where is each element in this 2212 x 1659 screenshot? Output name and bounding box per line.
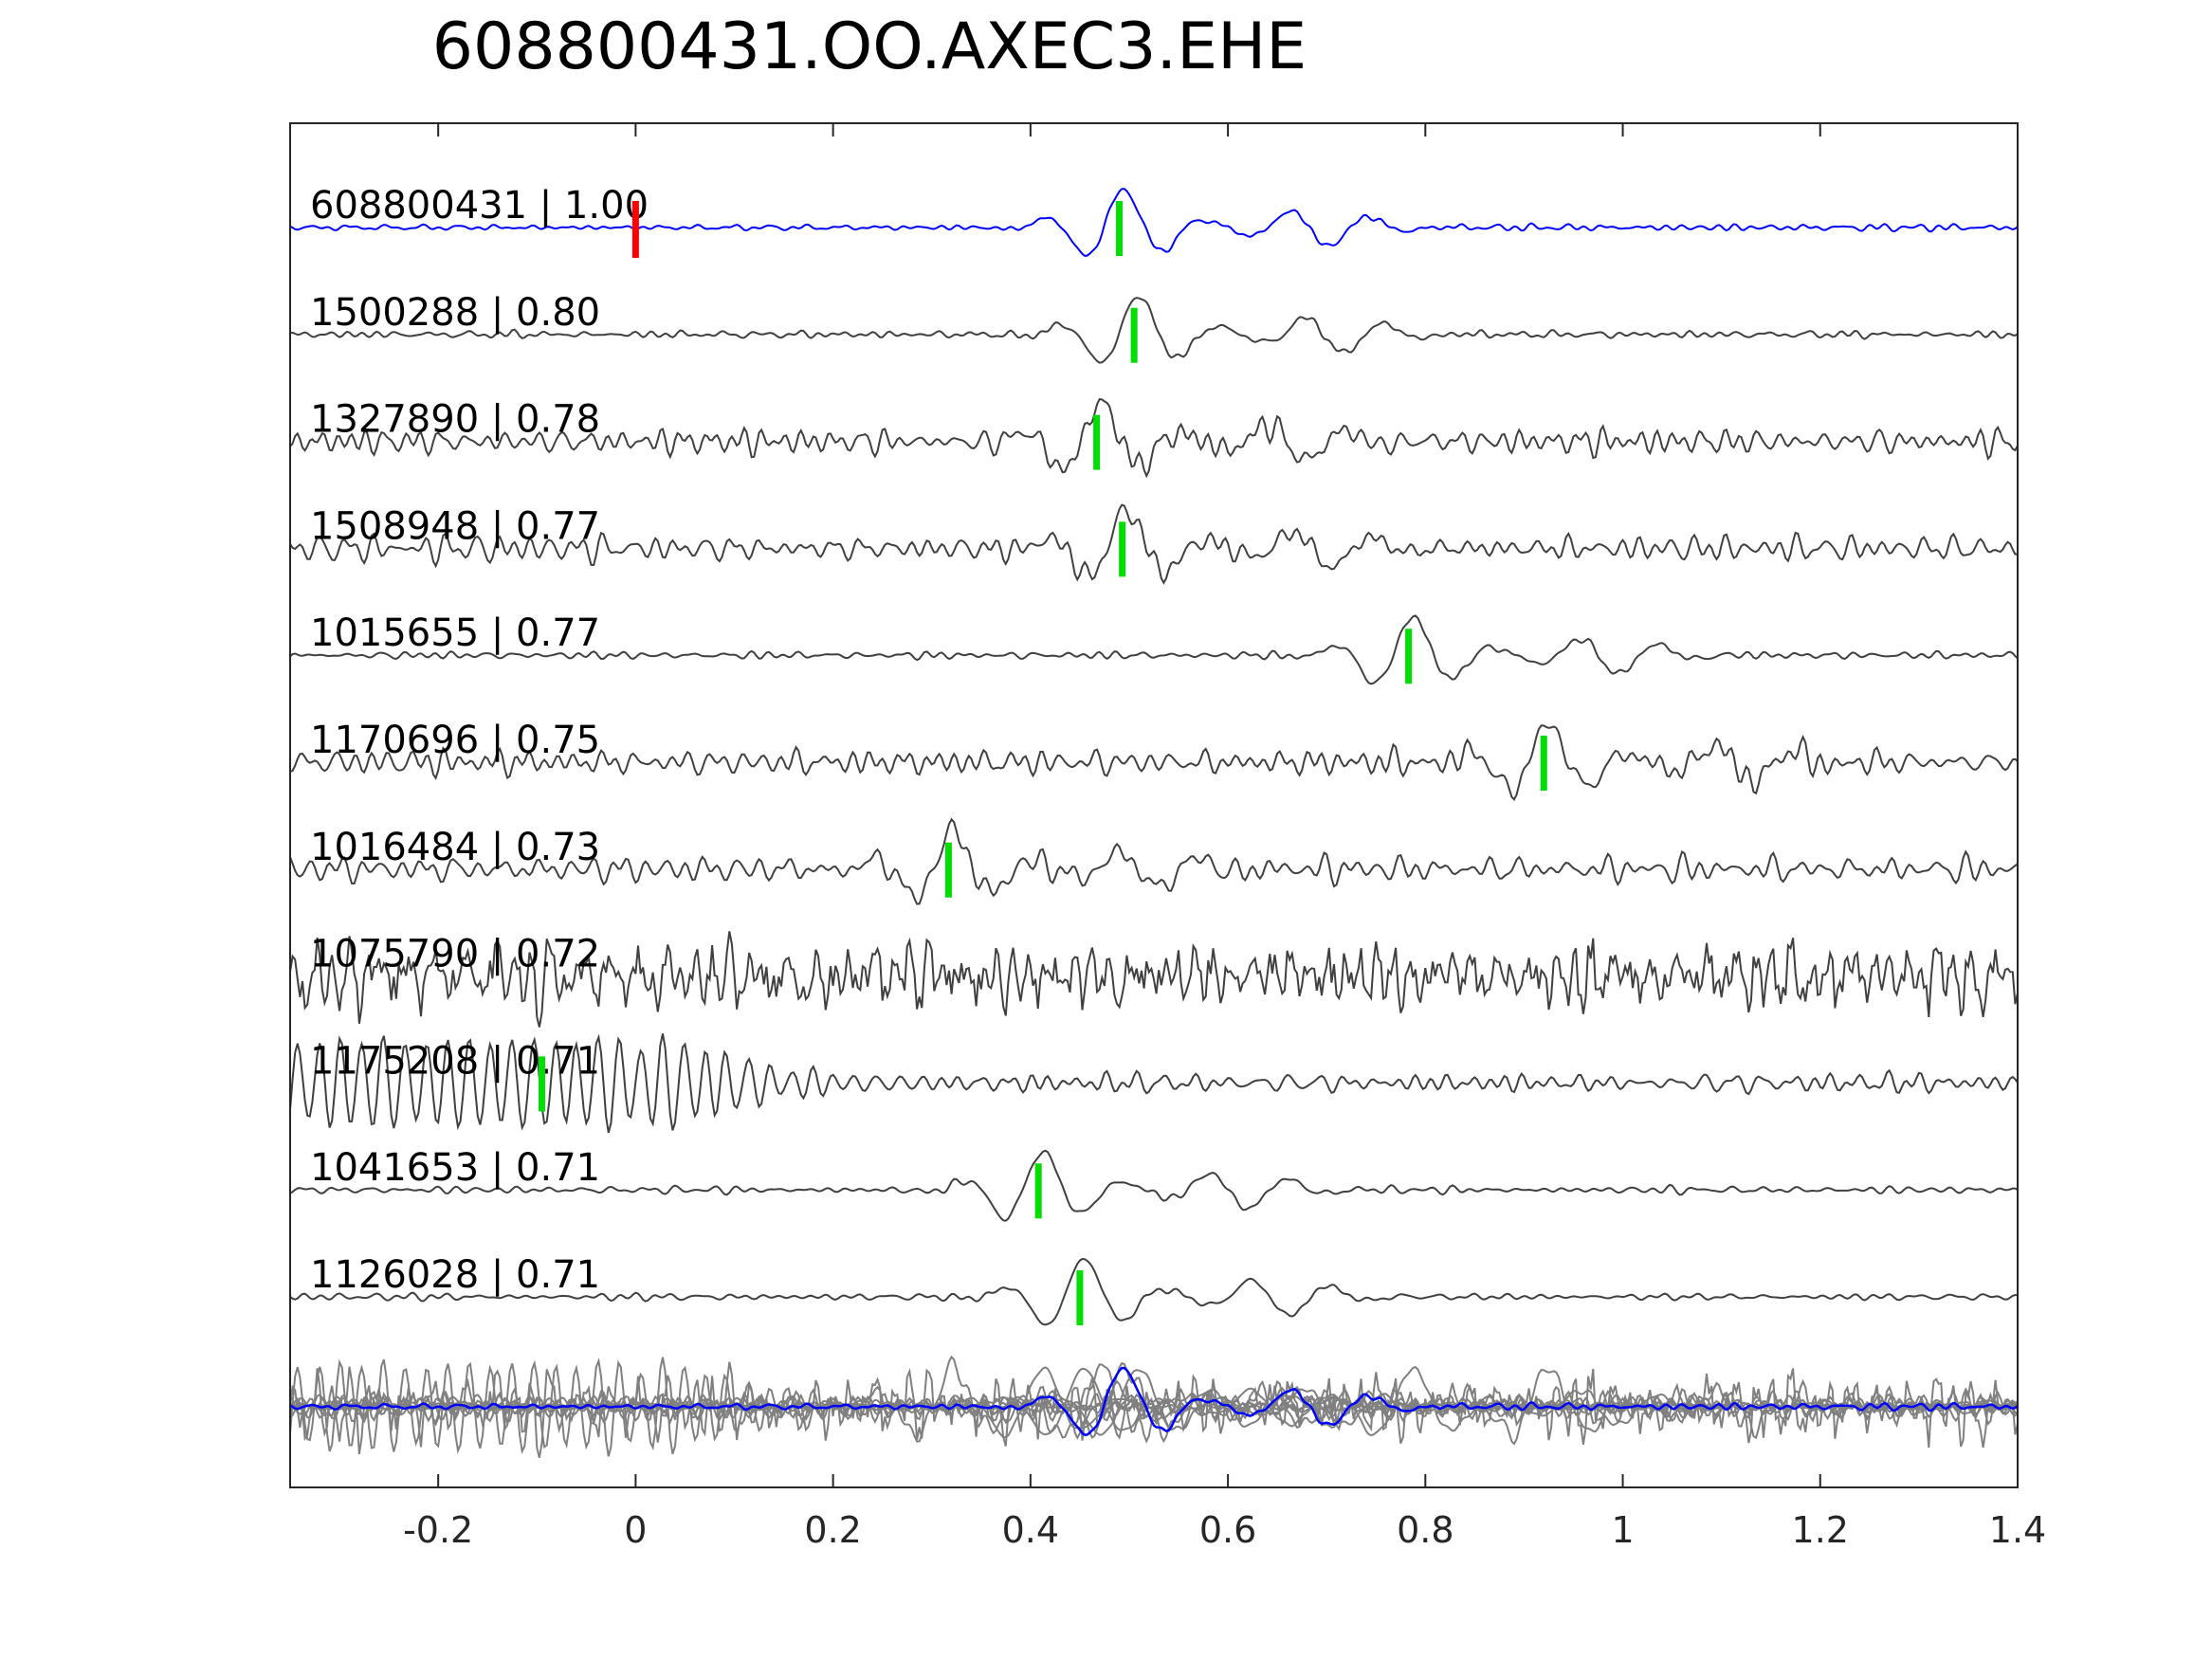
trace-label: 1075790 | 0.72 — [310, 933, 600, 976]
x-tick-label: 1 — [1611, 1509, 1634, 1551]
trace-line — [289, 398, 2019, 479]
x-tick-label: -0.2 — [403, 1509, 473, 1551]
trace-label: 1508948 | 0.77 — [310, 504, 600, 548]
x-tick-label: 1.2 — [1792, 1509, 1849, 1551]
x-tick-label: 0.2 — [804, 1509, 861, 1551]
trace-line — [289, 931, 2019, 1028]
trace-line — [289, 614, 2019, 685]
stack-trace-line — [289, 1361, 2019, 1458]
trace-label: 1126028 | 0.71 — [310, 1253, 600, 1297]
trace-label: 1041653 | 0.71 — [310, 1146, 600, 1190]
trace-line — [289, 817, 2019, 905]
trace-line — [289, 503, 2019, 585]
trace-line — [289, 724, 2019, 802]
x-tick-label: 0.4 — [1002, 1509, 1059, 1551]
axes-box — [289, 122, 2019, 1488]
trace-label: 1327890 | 0.78 — [310, 398, 600, 442]
trace-line — [289, 1149, 2019, 1222]
trace-line — [289, 1257, 2019, 1326]
trace-label: 1175208 | 0.71 — [310, 1039, 600, 1083]
trace-label: 1500288 | 0.80 — [310, 291, 600, 335]
trace-label: 1170696 | 0.75 — [310, 719, 600, 762]
plot-area: 608800431 | 1.00 1500288 | 0.80 1327890 | … — [289, 184, 2019, 1458]
trace-label: 1016484 | 0.73 — [310, 826, 600, 869]
x-tick-label: 0.8 — [1397, 1509, 1453, 1551]
x-tick-label: 0 — [624, 1509, 647, 1551]
x-axis: -0.2 0 0.2 0.4 0.6 0.8 1 1.2 1.4 — [403, 123, 2046, 1551]
trace-line — [289, 188, 2019, 257]
x-tick-label: 0.6 — [1199, 1509, 1256, 1551]
trace-label: 608800431 | 1.00 — [310, 184, 649, 228]
trace-label: 1015655 | 0.77 — [310, 611, 600, 655]
stack-reference-line — [289, 1366, 2019, 1436]
trace-line — [289, 297, 2019, 364]
x-tick-label: 1.4 — [1989, 1509, 2046, 1551]
trace-line — [289, 1033, 2019, 1134]
chart-title: 608800431.OO.AXEC3.EHE — [432, 9, 1307, 84]
